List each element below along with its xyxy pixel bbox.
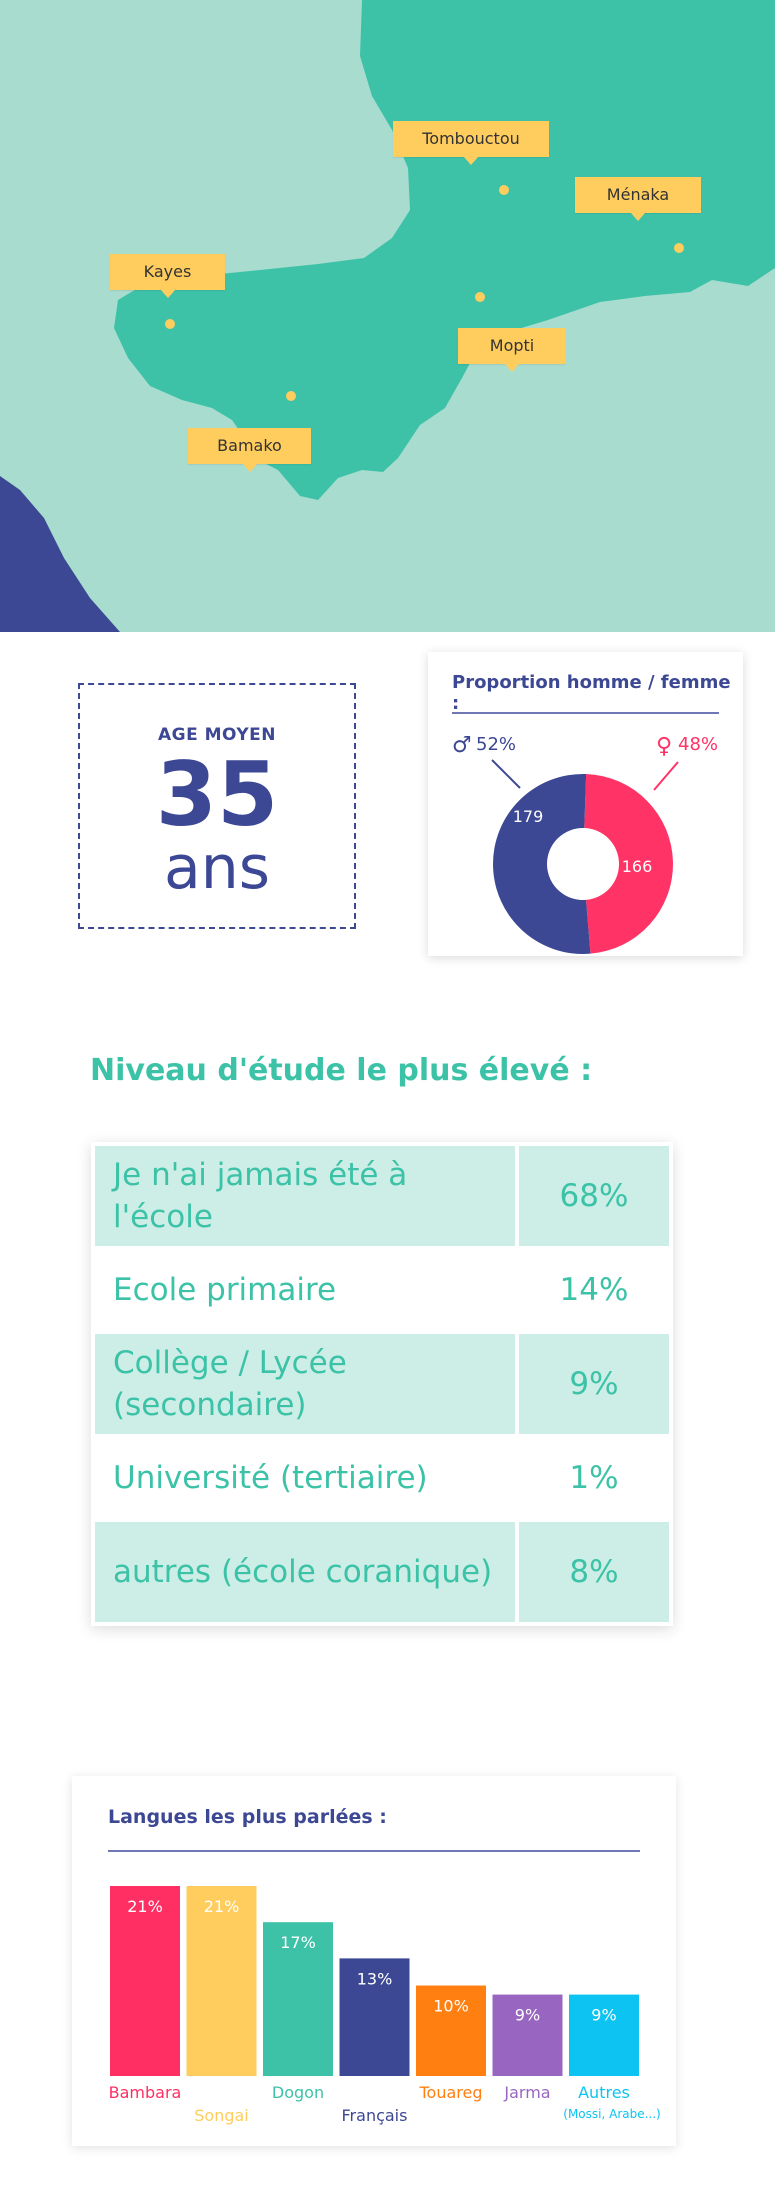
education-row: Université (tertiaire) 1%: [95, 1438, 669, 1518]
male-count-label: 179: [513, 807, 544, 826]
language-value-label: 17%: [280, 1933, 316, 1952]
language-value-label: 9%: [591, 2006, 616, 2025]
map-svg: [0, 0, 775, 632]
language-bar-2: [263, 1922, 333, 2076]
language-value-label: 10%: [433, 1997, 469, 2016]
average-age-caption: AGE MOYEN: [157, 725, 277, 745]
education-row-value: 1%: [569, 1460, 619, 1496]
education-row-label: autres (école coranique): [95, 1522, 515, 1622]
male-percent-label: 52%: [476, 734, 516, 755]
language-category-label: Touareg: [418, 2083, 482, 2102]
language-bar-3: [339, 1958, 410, 2076]
language-bar-6: [569, 1994, 639, 2076]
city-label-menaka: Ménaka: [575, 177, 701, 221]
language-value-label: 21%: [204, 1897, 240, 1916]
city-marker-bamako: [286, 391, 296, 401]
average-age-value: 35: [155, 743, 279, 846]
language-category-note: (Mossi, Arabe...): [563, 2107, 660, 2121]
education-row-label: Je n'ai jamais été à l'école: [95, 1146, 515, 1246]
education-row-value: 68%: [519, 1146, 669, 1246]
education-row-label: Université (tertiaire): [113, 1460, 428, 1496]
language-category-label: Bambara: [109, 2083, 182, 2102]
education-row: Ecole primaire 14%: [95, 1250, 669, 1330]
mali-map: Tombouctou Ménaka Kayes Mopti Bamako: [0, 0, 775, 632]
education-row-label: Ecole primaire: [113, 1272, 337, 1308]
language-bar-4: [416, 1985, 486, 2076]
education-row-value: 8%: [519, 1522, 669, 1622]
language-category-label: Dogon: [272, 2083, 324, 2102]
gender-proportion-card: Proportion homme / femme : ♂ 52% ♀ 48% 1…: [428, 652, 743, 956]
city-marker-menaka: [674, 243, 684, 253]
male-symbol: ♂: [452, 733, 472, 758]
mali-territory: [114, 0, 775, 500]
average-age-box: AGE MOYEN 35 ans: [78, 683, 356, 929]
languages-title-rule: [108, 1850, 640, 1852]
city-label-mopti: Mopti: [458, 328, 566, 372]
city-marker-kayes: [165, 319, 175, 329]
languages-bar-chart: 21% Bambara 21% Songai 17% Dogon 13% Français 10…: [109, 1886, 661, 2125]
education-title: Niveau d'étude le plus élevé :: [90, 1053, 593, 1088]
education-table: Je n'ai jamais été à l'école 68% Ecole p…: [91, 1142, 673, 1626]
city-label-kayes: Kayes: [110, 254, 225, 298]
education-row: Collège / Lycée (secondaire) 9%: [95, 1334, 669, 1434]
languages-chart-title: Langues les plus parlées :: [108, 1806, 387, 1828]
average-age-unit: ans: [163, 833, 271, 903]
language-category-label: Jarma: [503, 2083, 550, 2102]
female-percent-label: 48%: [678, 734, 718, 755]
gender-donut-chart: ♂ 52% ♀ 48% 179 166: [452, 733, 718, 954]
education-row: autres (école coranique) 8%: [95, 1522, 669, 1622]
city-marker-mopti: [475, 292, 485, 302]
gender-card-title: Proportion homme / femme :: [452, 672, 731, 714]
language-value-label: 21%: [127, 1897, 163, 1916]
city-marker-tombouctou: [499, 185, 509, 195]
female-count-label: 166: [622, 857, 653, 876]
gender-title-rule: [452, 712, 719, 714]
education-row-label: Collège / Lycée (secondaire): [95, 1334, 515, 1434]
languages-card: Langues les plus parlées : 21% Bambara 21%…: [72, 1776, 676, 2146]
coast-southwest: [0, 476, 120, 632]
language-category-label: Songai: [194, 2106, 249, 2125]
education-row-value: 9%: [519, 1334, 669, 1434]
male-donut-slice: [493, 774, 591, 954]
language-bar-1: [186, 1886, 257, 2076]
male-leader-line: [491, 759, 521, 789]
education-row: Je n'ai jamais été à l'école 68%: [95, 1146, 669, 1246]
language-value-label: 9%: [515, 2006, 540, 2025]
city-label-bamako: Bamako: [188, 428, 311, 472]
language-bar-5: [492, 1994, 563, 2076]
language-bar-0: [110, 1886, 180, 2076]
language-category-label: Autres: [578, 2083, 630, 2102]
land-neighbor-east: [748, 0, 775, 70]
education-row-value: 14%: [559, 1272, 629, 1308]
language-value-label: 13%: [357, 1969, 393, 1988]
female-donut-slice: [584, 774, 674, 954]
female-symbol: ♀: [656, 734, 672, 759]
female-leader-line: [653, 761, 679, 791]
city-label-tombouctou: Tombouctou: [393, 121, 549, 165]
language-category-label: Français: [342, 2106, 408, 2125]
